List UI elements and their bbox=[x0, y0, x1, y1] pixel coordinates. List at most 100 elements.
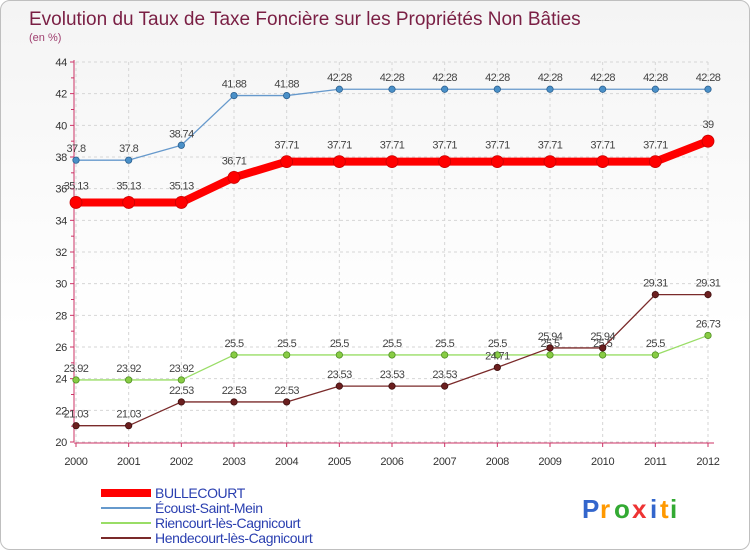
data-label: 37.71 bbox=[432, 140, 457, 152]
data-label: 25.5 bbox=[488, 338, 507, 350]
data-label: 22.53 bbox=[274, 385, 299, 397]
data-label: 35.13 bbox=[116, 180, 141, 192]
data-point bbox=[651, 290, 659, 299]
data-label: 35.13 bbox=[64, 180, 89, 192]
logo-letter: P bbox=[582, 494, 599, 524]
data-label: 35.13 bbox=[169, 180, 194, 192]
x-tick-label: 2003 bbox=[222, 456, 245, 468]
data-label: 25.94 bbox=[590, 331, 615, 343]
data-label: 25.5 bbox=[435, 338, 454, 350]
y-tick-label: 30 bbox=[55, 279, 67, 291]
data-label: 38.74 bbox=[169, 128, 194, 140]
y-tick-label: 28 bbox=[55, 310, 67, 322]
data-point bbox=[599, 344, 607, 352]
legend-entry-label: Hendecourt-lès-Cagnicourt bbox=[155, 530, 313, 546]
data-point bbox=[280, 155, 294, 168]
data-label: 25.5 bbox=[382, 338, 401, 350]
legend-entry-label: BULLECOURT bbox=[155, 485, 246, 501]
data-label: 42.28 bbox=[696, 72, 721, 84]
data-point bbox=[122, 196, 136, 209]
y-tick-label: 20 bbox=[55, 437, 67, 449]
data-point bbox=[72, 422, 80, 430]
data-point bbox=[125, 156, 133, 164]
data-point bbox=[543, 155, 557, 168]
y-tick-label: 24 bbox=[55, 374, 67, 386]
data-point bbox=[283, 351, 291, 359]
data-point bbox=[388, 351, 396, 359]
data-label: 37.8 bbox=[119, 143, 138, 155]
data-label: 39 bbox=[702, 119, 714, 131]
data-point bbox=[283, 91, 291, 100]
y-tick-label: 26 bbox=[55, 342, 67, 354]
data-point bbox=[177, 376, 185, 384]
data-label: 37.71 bbox=[538, 140, 563, 152]
x-tick-label: 2001 bbox=[117, 456, 140, 468]
data-label: 37.71 bbox=[274, 140, 299, 152]
data-point bbox=[72, 156, 80, 164]
logo-letter: o bbox=[614, 494, 630, 524]
data-label: 36.71 bbox=[222, 155, 247, 167]
data-point bbox=[125, 422, 133, 430]
x-tick-label: 2010 bbox=[591, 456, 614, 468]
y-tick-label: 22 bbox=[55, 405, 67, 417]
data-label: 25.94 bbox=[538, 331, 563, 343]
x-tick-label: 2008 bbox=[486, 456, 509, 468]
data-point bbox=[493, 85, 501, 93]
data-label: 37.8 bbox=[66, 143, 85, 155]
logo-letter: i bbox=[650, 494, 657, 524]
data-label: 21.03 bbox=[64, 409, 89, 421]
data-point bbox=[651, 351, 659, 359]
data-label: 42.28 bbox=[538, 72, 563, 84]
y-tick-label: 34 bbox=[55, 215, 67, 227]
data-label: 37.71 bbox=[485, 140, 510, 152]
data-point bbox=[230, 91, 238, 100]
data-label: 22.53 bbox=[169, 385, 194, 397]
data-point bbox=[438, 155, 452, 168]
data-point bbox=[388, 85, 396, 93]
data-label: 42.28 bbox=[485, 72, 510, 84]
data-label: 37.71 bbox=[590, 140, 615, 152]
data-label: 37.71 bbox=[380, 140, 405, 152]
data-point bbox=[174, 196, 188, 209]
series-1: 37.8 37.8 38.74 41.88 41.88 42.28 42.28 42.28 42… bbox=[66, 72, 721, 164]
data-label: 24.71 bbox=[485, 350, 510, 362]
logo-letter: x bbox=[632, 494, 647, 524]
series-3: 21.03 21.03 22.53 22.53 22.53 23.53 23.53 23.53… bbox=[64, 278, 721, 430]
data-label: 25.5 bbox=[540, 338, 559, 350]
data-point bbox=[385, 155, 399, 168]
data-point bbox=[493, 351, 501, 359]
y-tick-label: 32 bbox=[55, 247, 67, 259]
series-layer: 37.8 37.8 38.74 41.88 41.88 42.28 42.28 42.28 42… bbox=[64, 72, 721, 430]
data-point bbox=[490, 155, 504, 168]
data-label: 23.92 bbox=[169, 363, 194, 375]
y-tick-label: 40 bbox=[55, 120, 67, 132]
data-point bbox=[546, 85, 554, 93]
data-label: 25.5 bbox=[646, 338, 665, 350]
data-label: 42.28 bbox=[432, 72, 457, 84]
data-label: 26.73 bbox=[696, 318, 721, 330]
y-tick-label: 38 bbox=[55, 152, 67, 164]
data-point bbox=[283, 398, 291, 406]
x-tick-label: 2002 bbox=[170, 456, 193, 468]
data-point bbox=[648, 155, 662, 168]
data-label: 23.92 bbox=[116, 363, 141, 375]
x-tick-label: 2007 bbox=[433, 456, 456, 468]
data-label: 42.28 bbox=[327, 72, 352, 84]
data-point bbox=[493, 363, 501, 372]
data-label: 25.5 bbox=[224, 338, 243, 350]
data-label: 42.28 bbox=[380, 72, 405, 84]
data-point bbox=[441, 85, 449, 93]
data-point bbox=[704, 290, 712, 299]
series-0: 35.13 35.13 35.13 36.71 37.71 37.71 37.71 37.71… bbox=[64, 119, 715, 209]
data-point bbox=[441, 351, 449, 359]
data-label: 29.31 bbox=[696, 278, 721, 290]
y-tick-label: 42 bbox=[55, 89, 67, 101]
data-label: 37.71 bbox=[327, 140, 352, 152]
x-tick-label: 2000 bbox=[64, 456, 87, 468]
data-label: 25.5 bbox=[330, 338, 349, 350]
y-tick-label: 36 bbox=[55, 184, 67, 196]
data-label: 29.31 bbox=[643, 278, 668, 290]
